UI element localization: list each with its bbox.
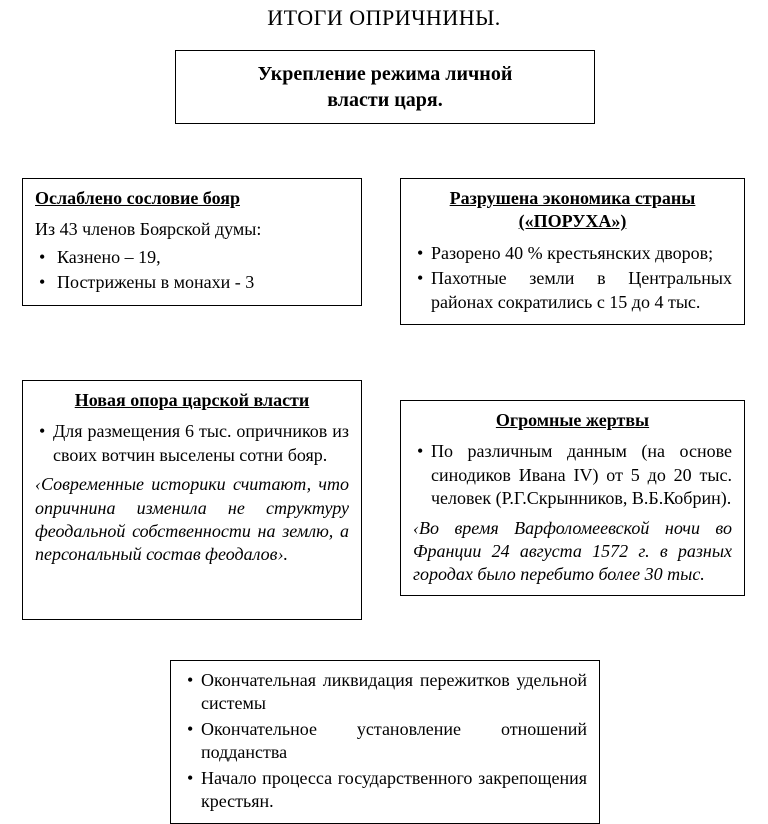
list-item: Окончательная ликвидация пережитков удел…	[183, 669, 587, 716]
b3-header: Новая опора царской власти	[35, 389, 349, 412]
b4-header: Огромные жертвы	[413, 409, 732, 432]
top-line1: Укрепление режима личной	[196, 61, 574, 87]
b2-header: Разрушена экономика страны («ПОРУХА»)	[413, 187, 732, 234]
list-item: Окончательное установление отношений под…	[183, 718, 587, 765]
b4-note: ‹Во время Варфоломеевской ночи во Франци…	[413, 517, 732, 587]
box-boyars: Ослаблено сословие бояр Из 43 членов Боя…	[22, 178, 362, 306]
b5-list: Окончательная ликвидация пережитков удел…	[183, 669, 587, 813]
list-item: Разорено 40 % крестьянских дворов;	[413, 242, 732, 265]
box-new-support: Новая опора царской власти Для размещени…	[22, 380, 362, 620]
list-item: Для размещения 6 тыс. опричников из свои…	[35, 420, 349, 467]
list-item: Начало процесса государственного закрепо…	[183, 767, 587, 814]
box-summary: Окончательная ликвидация пережитков удел…	[170, 660, 600, 824]
list-item: Пахотные земли в Центральных районах сок…	[413, 267, 732, 314]
list-item: Казнено – 19,	[35, 246, 349, 269]
b2-list: Разорено 40 % крестьянских дворов; Пахот…	[413, 242, 732, 314]
box-victims: Огромные жертвы По различным данным (на …	[400, 400, 745, 596]
list-item: По различным данным (на основе синодиков…	[413, 440, 732, 510]
box-economy: Разрушена экономика страны («ПОРУХА») Ра…	[400, 178, 745, 325]
b4-list: По различным данным (на основе синодиков…	[413, 440, 732, 510]
b1-header: Ослаблено сословие бояр	[35, 187, 349, 210]
box-top: Укрепление режима личной власти царя.	[175, 50, 595, 124]
b3-list: Для размещения 6 тыс. опричников из свои…	[35, 420, 349, 467]
b1-list: Казнено – 19, Пострижены в монахи - 3	[35, 246, 349, 295]
b1-intro: Из 43 членов Боярской думы:	[35, 218, 349, 241]
top-line2: власти царя.	[196, 87, 574, 113]
page-title: ИТОГИ ОПРИЧНИНЫ.	[0, 0, 768, 33]
b3-note: ‹Современные историки считают, что оприч…	[35, 473, 349, 567]
list-item: Пострижены в монахи - 3	[35, 271, 349, 294]
